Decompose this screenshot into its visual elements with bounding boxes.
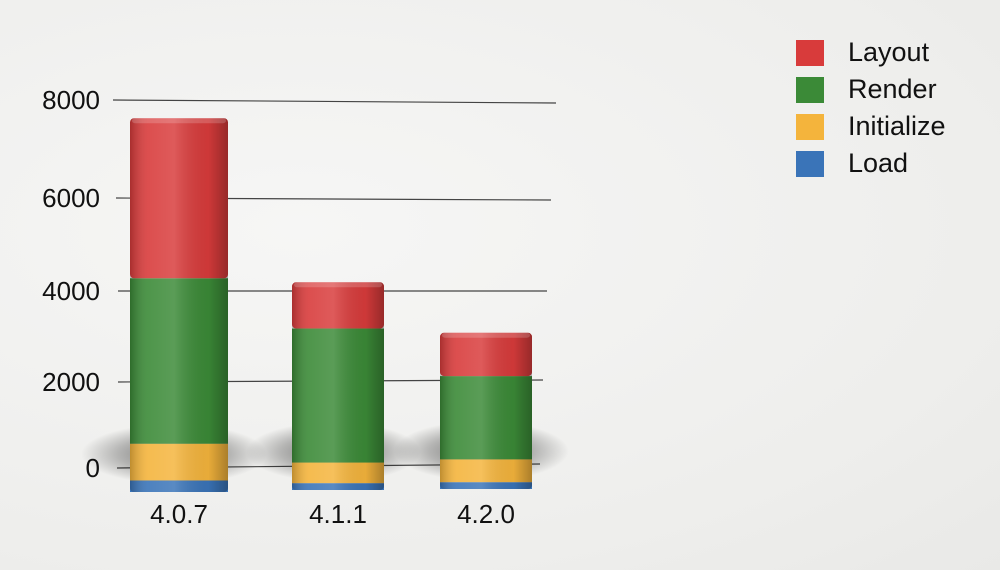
bar-shading xyxy=(292,282,384,490)
x-tick-label: 4.2.0 xyxy=(457,499,515,529)
bar-top-highlight xyxy=(442,332,530,338)
bar-top-highlight xyxy=(294,282,382,288)
bar-top-highlight xyxy=(132,118,226,124)
legend-label: Load xyxy=(848,148,909,178)
x-tick-label: 4.1.1 xyxy=(309,499,367,529)
bar-shading xyxy=(440,332,532,489)
y-tick-label: 2000 xyxy=(42,367,100,397)
legend-swatch xyxy=(796,150,824,177)
legend-label: Layout xyxy=(848,37,930,67)
legend-swatch xyxy=(796,113,824,140)
legend-item: Initialize xyxy=(796,108,946,145)
legend-item: Load xyxy=(796,145,946,182)
x-axis-labels: 4.0.7 4.1.1 4.2.0 xyxy=(150,499,515,529)
bar-shading xyxy=(130,118,228,492)
legend-label: Initialize xyxy=(848,111,946,141)
legend-item: Render xyxy=(796,71,946,108)
legend-swatch xyxy=(796,39,824,66)
y-tick-label: 8000 xyxy=(42,85,100,115)
bars xyxy=(130,118,532,492)
y-tick-label: 6000 xyxy=(42,183,100,213)
y-tick-label: 4000 xyxy=(42,276,100,306)
x-tick-label: 4.0.7 xyxy=(150,499,208,529)
legend: Layout Render Initialize Load xyxy=(796,34,946,182)
y-axis-ticks: 02000400060008000 xyxy=(42,85,100,483)
legend-label: Render xyxy=(848,74,937,104)
grid-line xyxy=(112,99,557,104)
legend-swatch xyxy=(796,76,824,103)
legend-item: Layout xyxy=(796,34,946,71)
